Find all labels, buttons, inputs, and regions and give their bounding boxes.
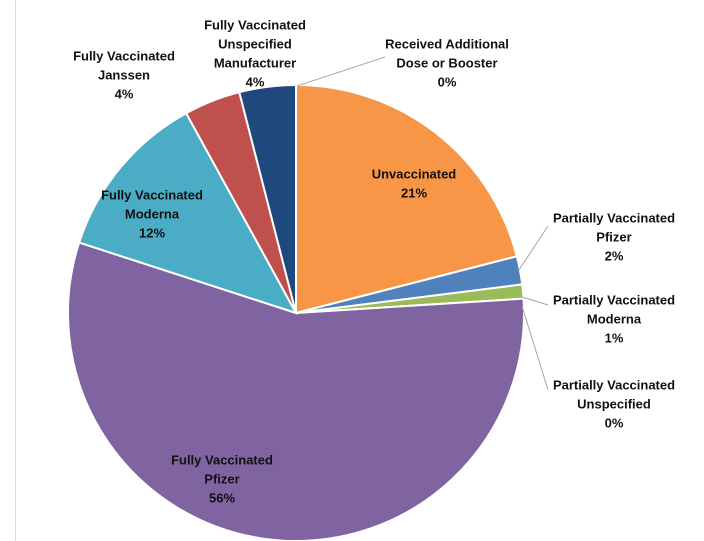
slice-label: Received Additional (385, 36, 509, 51)
slice-value-label: 4% (115, 86, 134, 101)
slice-label: Moderna (125, 206, 180, 221)
slice-label: Pfizer (204, 471, 239, 486)
slice-value-label: 12% (139, 225, 165, 240)
slice-label: Pfizer (596, 229, 631, 244)
slice-label: Partially Vaccinated (553, 292, 675, 307)
slice-value-label: 2% (605, 248, 624, 263)
leader-line (521, 305, 549, 391)
slice-value-label: 21% (401, 185, 427, 200)
slice-label: Janssen (98, 67, 150, 82)
slice-label: Partially Vaccinated (553, 377, 675, 392)
pie-slice (77, 111, 299, 315)
slice-label: Unspecified (577, 396, 651, 411)
slice-value-label: 4% (246, 74, 265, 89)
pie-slice (238, 83, 297, 314)
leader-line (521, 296, 549, 306)
slice-label: Partially Vaccinated (553, 210, 675, 225)
slice-label: Fully Vaccinated (171, 452, 273, 467)
slice-label: Fully Vaccinated (101, 187, 203, 202)
slice-label: Manufacturer (214, 55, 296, 70)
pie-slice (295, 83, 519, 315)
slice-value-label: 56% (209, 490, 235, 505)
slice-label: Fully Vaccinated (73, 48, 175, 63)
slice-value-label: 0% (605, 415, 624, 430)
pie-slice (67, 241, 525, 541)
slice-label: Moderna (587, 311, 642, 326)
slice-label: Dose or Booster (396, 55, 497, 70)
slice-value-label: 0% (438, 74, 457, 89)
slice-label: Unvaccinated (372, 166, 457, 181)
slice-value-label: 1% (605, 330, 624, 345)
leader-line (518, 225, 549, 271)
slice-label: Unspecified (218, 36, 292, 51)
slice-label: Fully Vaccinated (204, 17, 306, 32)
leader-line (296, 56, 386, 87)
